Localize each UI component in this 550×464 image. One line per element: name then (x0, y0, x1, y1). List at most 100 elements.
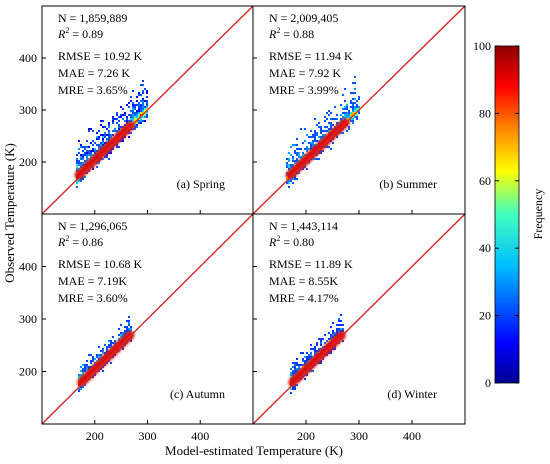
density-cell (84, 160, 86, 162)
x-tick-label: 300 (139, 429, 157, 443)
density-cell (294, 160, 296, 162)
density-cell (292, 158, 294, 160)
density-cell (290, 154, 292, 156)
density-cell (330, 128, 332, 130)
density-cell (110, 134, 112, 136)
density-cell (294, 144, 296, 146)
density-cell (348, 114, 350, 116)
density-cell (294, 162, 296, 164)
colorbar-tick-label: 80 (479, 106, 491, 120)
density-cell (332, 118, 334, 120)
stat-r2: R2 = 0.88 (268, 26, 314, 41)
density-core-dot (337, 330, 347, 340)
density-cell (292, 164, 294, 166)
density-cell (336, 122, 338, 124)
density-cell (332, 322, 334, 324)
density-cell (112, 116, 114, 118)
density-cell (342, 324, 344, 326)
density-cell (310, 370, 312, 372)
density-cell (122, 332, 124, 334)
density-cell (104, 344, 106, 346)
identity-line (253, 214, 465, 424)
density-cell (84, 148, 86, 150)
density-cell (318, 126, 320, 128)
density-cell (346, 130, 348, 132)
density-heatmap (74, 80, 148, 188)
density-cell (352, 122, 354, 124)
density-cell (82, 178, 84, 180)
density-cell (300, 352, 302, 354)
density-cell (98, 148, 100, 150)
density-cell (350, 114, 352, 116)
density-cell (134, 116, 136, 118)
density-cell (350, 118, 352, 120)
density-cell (316, 132, 318, 134)
density-cell (130, 114, 132, 116)
density-cell (334, 106, 336, 108)
density-cell (140, 120, 142, 122)
density-cell (342, 330, 344, 332)
density-cell (116, 122, 118, 124)
density-cell (108, 158, 110, 160)
density-cell (330, 148, 332, 150)
density-cell (98, 130, 100, 132)
density-cell (90, 150, 92, 152)
density-cell (146, 116, 148, 118)
density-cell (328, 338, 330, 340)
density-cell (304, 140, 306, 142)
stat-n: N = 1,296,065 (58, 219, 127, 233)
density-cell (318, 348, 320, 350)
density-cell (122, 108, 124, 110)
density-cell (104, 126, 106, 128)
density-cell (82, 370, 84, 372)
density-cell (288, 182, 290, 184)
density-cell (302, 154, 304, 156)
stat-r2-exponent: 2 (65, 26, 69, 35)
density-cell (352, 82, 354, 84)
density-cell (332, 142, 334, 144)
density-cell (88, 150, 90, 152)
density-cell (130, 118, 132, 120)
density-cell (294, 372, 296, 374)
density-cell (78, 140, 80, 142)
density-cell (110, 152, 112, 154)
density-cell (138, 116, 140, 118)
density-cell (308, 358, 310, 360)
density-cell (334, 348, 336, 350)
density-cell (146, 100, 148, 102)
density-cell (128, 328, 130, 330)
density-cell (314, 348, 316, 350)
density-cell (106, 134, 108, 136)
density-cell (142, 102, 144, 104)
density-cell (76, 164, 78, 166)
density-cell (322, 338, 324, 340)
density-cell (86, 154, 88, 156)
density-cell (82, 156, 84, 158)
density-cell (300, 128, 302, 130)
density-cell (336, 136, 338, 138)
density-cell (112, 342, 114, 344)
density-cell (132, 114, 134, 116)
density-cell (96, 144, 98, 146)
density-cell (112, 122, 114, 124)
density-cell (352, 118, 354, 120)
density-cell (324, 116, 326, 118)
density-cell (134, 104, 136, 106)
density-cell (350, 92, 352, 94)
density-cell (292, 144, 294, 146)
density-cell (310, 130, 312, 132)
density-cell (98, 358, 100, 360)
x-axis-label: Model-estimated Temperature (K) (165, 443, 343, 458)
density-cell (348, 126, 350, 128)
density-cell (320, 126, 322, 128)
density-cell (76, 154, 78, 156)
density-cell (320, 130, 322, 132)
density-cell (88, 154, 90, 156)
density-cell (288, 168, 290, 170)
density-cell (332, 124, 334, 126)
density-cell (338, 318, 340, 320)
density-cell (132, 116, 134, 118)
density-cell (336, 114, 338, 116)
density-cell (118, 128, 120, 130)
